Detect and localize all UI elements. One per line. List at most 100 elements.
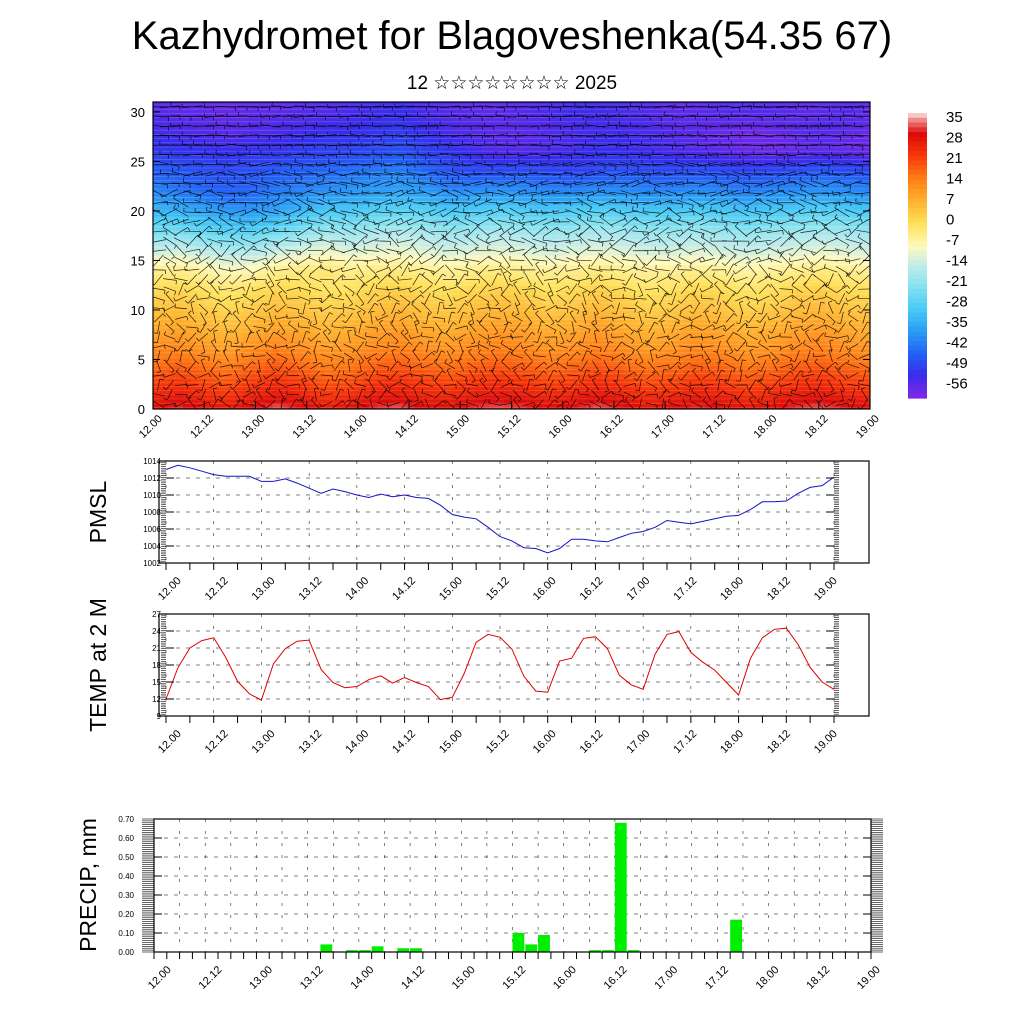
heatmap-cell [235, 389, 244, 395]
heatmap-cell [586, 250, 595, 257]
heatmap-cell [272, 156, 281, 163]
heatmap-cell [496, 245, 505, 252]
heatmap-cell [197, 121, 206, 128]
heatmap-cell [533, 344, 542, 351]
heatmap-cell [167, 339, 177, 346]
heatmap-cell [212, 126, 221, 133]
heatmap-cell [205, 285, 214, 291]
heatmap-cell [444, 196, 453, 202]
heatmap-cell [354, 196, 363, 202]
heatmap-cell [474, 151, 483, 158]
heatmap-cell [675, 205, 684, 212]
heatmap-cell [272, 176, 281, 182]
heatmap-cell [743, 230, 752, 237]
heatmap-cell [533, 275, 542, 281]
heatmap-cell [384, 369, 393, 375]
heatmap-cell [705, 270, 714, 276]
heatmap-cell [653, 319, 662, 326]
heatmap-cell [459, 245, 468, 252]
heatmap-cell [257, 225, 266, 232]
heatmap-cell [421, 166, 430, 172]
heatmap-cell [533, 339, 542, 346]
heatmap-cell [533, 196, 542, 202]
heatmap-cell [317, 235, 326, 242]
heatmap-cell [459, 344, 468, 351]
heatmap-cell [489, 106, 498, 113]
heatmap-cell [384, 344, 393, 351]
heatmap-cell [369, 102, 378, 108]
heatmap-cell [623, 235, 632, 242]
heatmap-cell [347, 136, 356, 143]
heatmap-cell [601, 116, 610, 123]
heatmap-cell [563, 136, 572, 143]
heatmap-cell [556, 201, 565, 207]
heatmap-cell [265, 359, 274, 366]
heatmap-cell [339, 295, 348, 301]
heatmap-cell [466, 280, 475, 286]
heatmap-cell [182, 319, 191, 326]
heatmap-cell [728, 384, 737, 390]
heatmap-cell [406, 265, 416, 271]
heatmap-cell [720, 186, 729, 192]
heatmap-cell [511, 245, 520, 252]
heatmap-cell [496, 265, 505, 271]
heatmap-cell [190, 349, 199, 356]
heatmap-cell [563, 171, 572, 177]
heatmap-cell [638, 230, 647, 237]
heatmap-cell [294, 319, 303, 326]
heatmap-cell [496, 314, 505, 321]
heatmap-cell [518, 245, 528, 252]
heatmap-cell [451, 369, 460, 375]
heatmap-cell [504, 384, 513, 390]
heatmap-cell [571, 210, 580, 217]
heatmap-cell [265, 141, 274, 148]
heatmap-cell [474, 201, 483, 207]
heatmap-cell [743, 250, 752, 257]
heatmap-cell [660, 215, 669, 222]
heatmap-cell [167, 102, 177, 108]
heatmap-cell [690, 369, 699, 375]
heatmap-cell [631, 339, 640, 346]
heatmap-cell [324, 196, 333, 202]
heatmap-cell [466, 275, 475, 281]
heatmap-cell [265, 102, 274, 108]
heatmap-cell [631, 250, 640, 257]
heatmap-cell [429, 126, 438, 133]
heatmap-cell [690, 285, 699, 291]
heatmap-cell [369, 116, 378, 123]
heatmap-cell [384, 220, 393, 227]
heatmap-cell [265, 329, 274, 336]
heatmap-cell [414, 374, 423, 380]
heatmap-cell [728, 314, 737, 321]
heatmap-cell [720, 344, 729, 351]
heatmap-cell [392, 374, 401, 380]
heatmap-cell [197, 230, 206, 237]
heatmap-cell [294, 235, 303, 242]
heatmap-cell [518, 151, 528, 158]
heatmap-cell [235, 126, 244, 133]
heatmap-cell [489, 329, 498, 336]
heatmap-cell [190, 126, 199, 133]
heatmap-cell [309, 235, 318, 242]
heatmap-cell [392, 324, 401, 331]
heatmap-cell [735, 176, 744, 182]
heatmap-cell [272, 235, 281, 242]
heatmap-cell [265, 176, 274, 182]
heatmap-cell [705, 126, 714, 133]
heatmap-cell [392, 354, 401, 361]
heatmap-cell [608, 255, 617, 262]
heatmap-cell [153, 196, 162, 202]
heatmap-cell [713, 275, 722, 281]
heatmap-cell [474, 314, 483, 321]
heatmap-cell [683, 270, 692, 276]
heatmap-cell [504, 126, 513, 133]
heatmap-cell [571, 295, 580, 301]
heatmap-cell [631, 394, 640, 400]
heatmap-cell [518, 334, 528, 341]
heatmap-cell [518, 399, 528, 405]
heatmap-cell [369, 151, 378, 158]
heatmap-cell [250, 111, 259, 118]
heatmap-cell [683, 379, 692, 385]
heatmap-cell [481, 196, 490, 202]
heatmap-cell [660, 235, 669, 242]
